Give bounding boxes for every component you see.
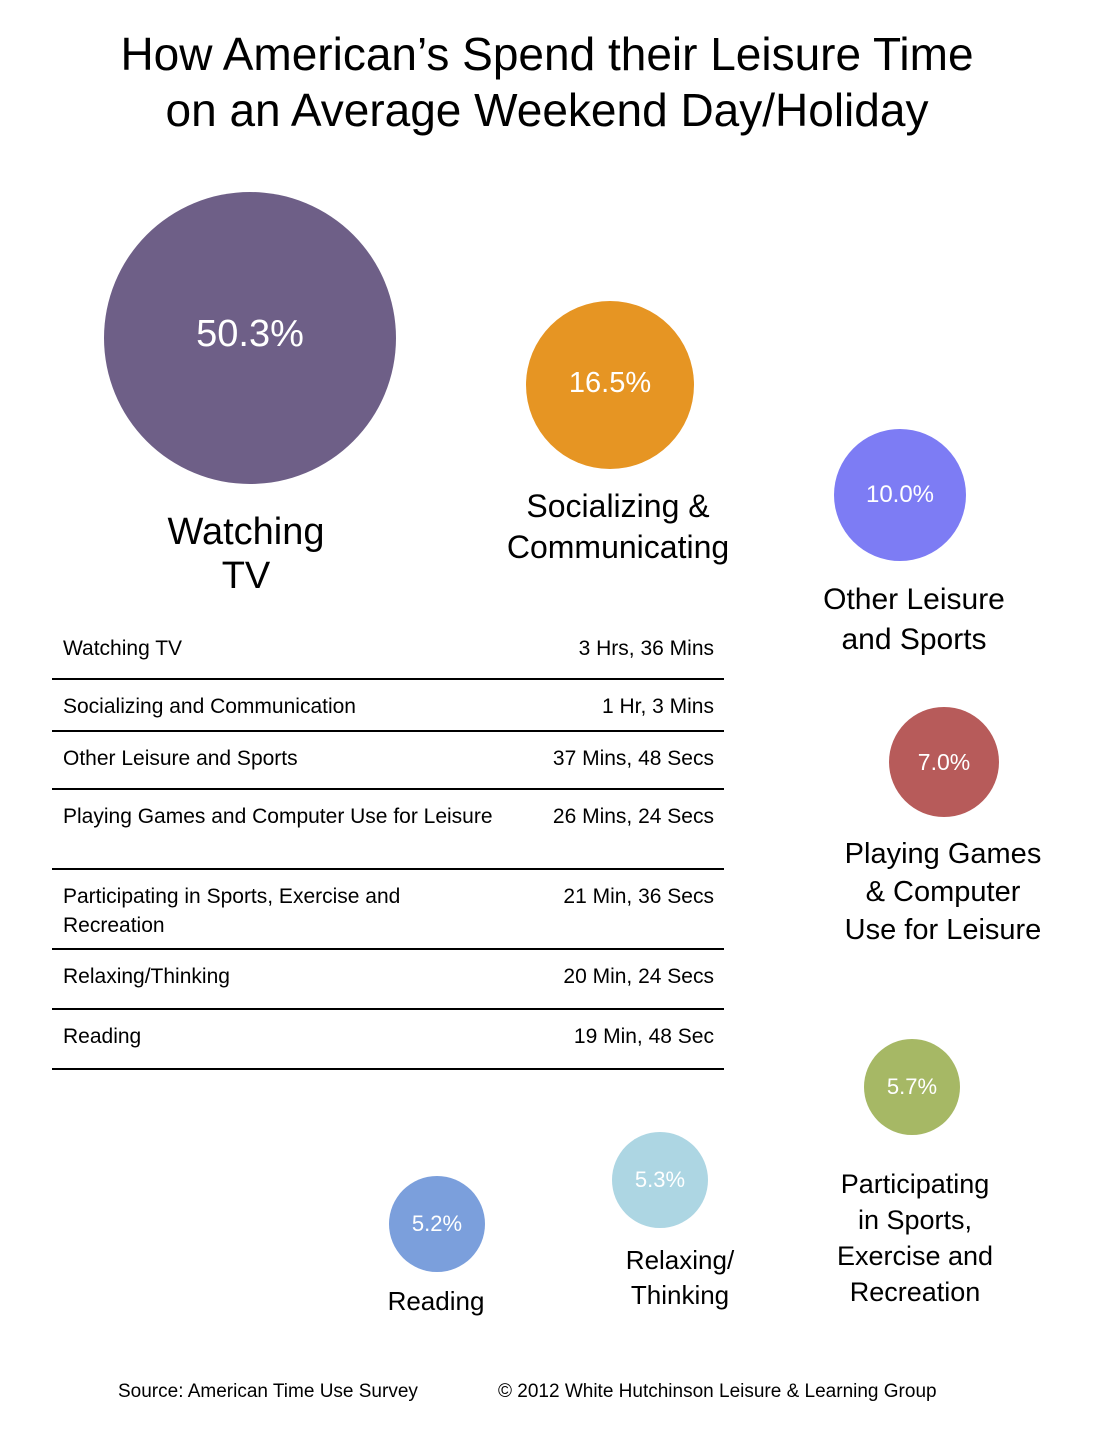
bubble-label-reading: Reading bbox=[360, 1284, 512, 1318]
bubble-label-other-leisure: Other Leisure and Sports bbox=[776, 580, 1052, 660]
label-line: Watching bbox=[167, 511, 325, 553]
duration-cell: 1 Hr, 3 Mins bbox=[503, 679, 724, 732]
activity-cell: Playing Games and Computer Use for Leisu… bbox=[52, 789, 503, 870]
bubble-label-relaxing: Relaxing/ Thinking bbox=[590, 1243, 770, 1313]
bubble-playing-games: 7.0% bbox=[889, 707, 999, 817]
bubble-value-reading: 5.2% bbox=[411, 1211, 463, 1236]
title-line-2: on an Average Weekend Day/Holiday bbox=[165, 84, 929, 136]
label-line: Other Leisure bbox=[823, 583, 1005, 616]
bubble-value-relaxing: 5.3% bbox=[634, 1167, 686, 1192]
activity-cell: Relaxing/Thinking bbox=[52, 949, 503, 1010]
bubble-value-watching-tv: 50.3% bbox=[196, 312, 304, 355]
duration-cell: 3 Hrs, 36 Mins bbox=[503, 622, 724, 680]
label-line: Socializing & bbox=[526, 488, 710, 524]
label-line: Reading bbox=[387, 1286, 485, 1316]
bubble-other-leisure: 10.0% bbox=[834, 429, 966, 561]
label-line: in Sports, bbox=[857, 1205, 973, 1235]
activity-cell: Watching TV bbox=[52, 622, 503, 680]
label-line: Relaxing/ bbox=[625, 1245, 735, 1275]
bubble-value-sports-exercise: 5.7% bbox=[886, 1074, 938, 1099]
duration-cell: 20 Min, 24 Secs bbox=[503, 949, 724, 1010]
bubble-label-watching-tv: Watching TV bbox=[110, 510, 382, 598]
label-line: Recreation bbox=[849, 1277, 981, 1307]
bubble-watching-tv: 50.3% bbox=[104, 192, 396, 484]
duration-cell: 26 Mins, 24 Secs bbox=[503, 789, 724, 870]
bubble-value-other-leisure: 10.0% bbox=[865, 481, 935, 508]
label-line: Use for Leisure bbox=[844, 914, 1042, 946]
bubble-label-sports-exercise: Participating in Sports, Exercise and Re… bbox=[800, 1166, 1030, 1310]
bubble-value-playing-games: 7.0% bbox=[917, 748, 971, 775]
bubble-value-socializing: 16.5% bbox=[568, 366, 652, 399]
activity-cell: Socializing and Communication bbox=[52, 679, 503, 732]
label-line: Participating bbox=[840, 1169, 990, 1199]
bubble-relaxing: 5.3% bbox=[612, 1132, 708, 1228]
label-line: Exercise and bbox=[836, 1241, 994, 1271]
duration-cell: 21 Min, 36 Secs bbox=[503, 869, 724, 950]
bubble-label-playing-games: Playing Games & Computer Use for Leisure bbox=[800, 835, 1086, 949]
footer-source: Source: American Time Use Survey bbox=[118, 1381, 418, 1402]
label-line: Thinking bbox=[630, 1280, 730, 1310]
label-line: and Sports bbox=[841, 623, 987, 656]
duration-cell: 37 Mins, 48 Secs bbox=[503, 731, 724, 790]
title-line-1: How American’s Spend their Leisure Time bbox=[120, 28, 974, 80]
bubble-socializing: 16.5% bbox=[526, 301, 694, 469]
bubble-label-socializing: Socializing & Communicating bbox=[470, 486, 766, 568]
page-title: How American’s Spend their Leisure Time … bbox=[0, 26, 1094, 138]
activity-cell: Other Leisure and Sports bbox=[52, 731, 503, 790]
label-line: & Computer bbox=[865, 876, 1021, 908]
activity-cell: Participating in Sports, Exercise and Re… bbox=[52, 869, 503, 950]
bubble-reading: 5.2% bbox=[389, 1176, 485, 1272]
label-line: Communicating bbox=[506, 529, 730, 565]
table-row: Relaxing/Thinking 20 Min, 24 Secs bbox=[52, 949, 724, 1010]
table-row: Reading 19 Min, 48 Sec bbox=[52, 1009, 724, 1070]
table-row: Playing Games and Computer Use for Leisu… bbox=[52, 789, 724, 870]
bubble-sports-exercise: 5.7% bbox=[864, 1039, 960, 1135]
table-row: Socializing and Communication 1 Hr, 3 Mi… bbox=[52, 679, 724, 732]
label-line: TV bbox=[221, 555, 271, 597]
table-row: Participating in Sports, Exercise and Re… bbox=[52, 869, 724, 950]
footer-copyright: © 2012 White Hutchinson Leisure & Learni… bbox=[498, 1381, 937, 1402]
duration-cell: 19 Min, 48 Sec bbox=[503, 1009, 724, 1070]
table-row: Watching TV 3 Hrs, 36 Mins bbox=[52, 622, 724, 680]
table-row: Other Leisure and Sports 37 Mins, 48 Sec… bbox=[52, 731, 724, 790]
label-line: Playing Games bbox=[844, 838, 1042, 870]
activity-cell: Reading bbox=[52, 1009, 503, 1070]
time-use-table: Watching TV 3 Hrs, 36 Mins Socializing a… bbox=[52, 622, 724, 1070]
